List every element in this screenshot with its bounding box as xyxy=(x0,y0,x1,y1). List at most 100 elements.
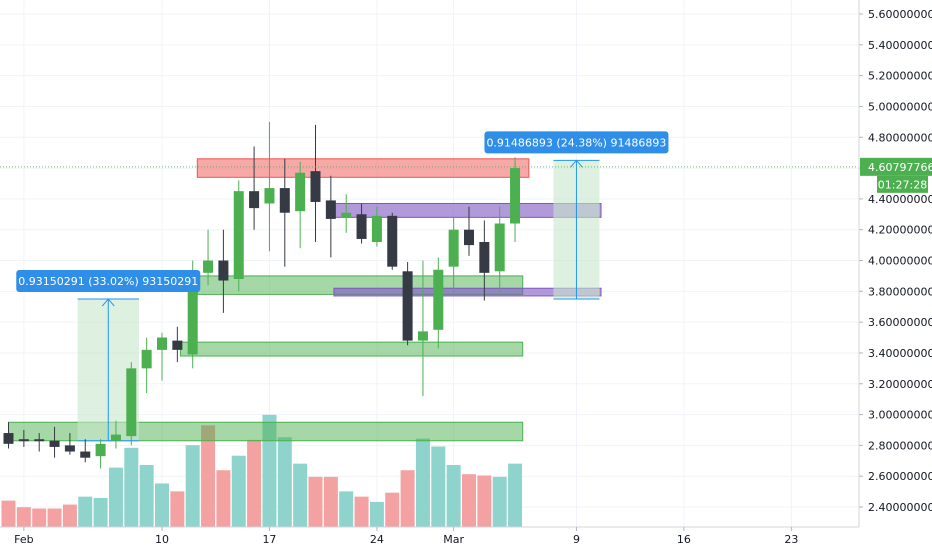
volume-bar xyxy=(185,445,200,527)
candle-body xyxy=(510,168,521,224)
volume-bar xyxy=(431,446,446,527)
candle-body xyxy=(64,445,75,452)
candle-body xyxy=(172,340,183,350)
measure-1-arrow-head xyxy=(101,298,115,307)
candle-body xyxy=(187,272,198,355)
volume-bar xyxy=(492,476,507,527)
price-tick-label: 4.00000000 xyxy=(868,255,932,268)
candle-body xyxy=(310,171,321,202)
candle-body xyxy=(279,188,290,213)
current-price-label-bg xyxy=(860,157,932,176)
volume-bar xyxy=(339,491,354,527)
countdown-label: 01:27:28 xyxy=(878,178,927,191)
price-tick-label: 5.00000000 xyxy=(868,100,932,113)
volume-bar xyxy=(277,437,292,527)
candle-body xyxy=(110,434,121,441)
candle-body xyxy=(95,443,106,457)
green-zone-lower xyxy=(179,341,524,357)
time-tick-label: Feb xyxy=(14,533,33,546)
price-tick-label: 3.40000000 xyxy=(868,347,932,360)
volume-bar xyxy=(477,475,492,527)
time-tick-label: Mar xyxy=(443,533,464,546)
volume-bar xyxy=(385,492,400,527)
candle-body xyxy=(203,260,214,273)
candle-body xyxy=(141,349,152,369)
resistance-zone xyxy=(196,158,530,178)
candle-body xyxy=(157,337,167,350)
volume-bar xyxy=(231,455,246,527)
candle-body xyxy=(233,191,244,279)
candle-body xyxy=(126,368,137,437)
volume-bar xyxy=(462,474,476,527)
price-tick-label: 4.20000000 xyxy=(868,224,932,237)
volume-bar xyxy=(139,464,154,527)
candle-body xyxy=(34,439,45,442)
candle-body xyxy=(387,215,398,267)
price-tick-label: 2.60000000 xyxy=(868,470,932,483)
volume-bar xyxy=(446,464,461,527)
price-tick-label: 4.80000000 xyxy=(868,131,932,144)
candle-body xyxy=(417,331,428,341)
volume-bar xyxy=(16,507,31,527)
candle-body xyxy=(295,172,306,212)
time-tick-label: 17 xyxy=(262,533,276,546)
purple-zone-lower xyxy=(333,287,602,297)
volume-bar xyxy=(400,470,415,527)
price-tick-label: 2.40000000 xyxy=(868,501,932,514)
volume-bar xyxy=(32,508,47,527)
price-tick-label: 3.00000000 xyxy=(868,409,932,422)
measure-2-label-bg xyxy=(484,131,669,154)
volume-bar xyxy=(354,496,369,527)
volume-bar xyxy=(247,439,262,527)
volume-bar xyxy=(323,476,338,527)
price-tick-label: 3.20000000 xyxy=(868,378,932,391)
candle-body xyxy=(341,212,352,218)
time-tick-label: 23 xyxy=(784,533,798,546)
volume-bar xyxy=(78,496,93,527)
measure-2-label: 0.91486893 (24.38%) 91486893 xyxy=(486,136,666,149)
time-tick-label: 24 xyxy=(370,533,384,546)
candle-body xyxy=(448,229,459,267)
volume-bar xyxy=(369,501,384,527)
candle-layer xyxy=(3,121,521,469)
measure-1-label-bg xyxy=(16,270,201,293)
volume-bar xyxy=(155,483,169,527)
price-tick-label: 3.60000000 xyxy=(868,316,932,329)
price-tick-label: 5.60000000 xyxy=(868,8,932,21)
time-tick-label: 10 xyxy=(155,533,169,546)
candle-body xyxy=(18,439,29,442)
price-tick-label: 4.40000000 xyxy=(868,193,932,206)
candle-body xyxy=(479,242,490,273)
countdown-label-bg xyxy=(877,175,928,193)
volume-bar xyxy=(262,414,277,527)
volume-bar xyxy=(216,470,231,527)
volume-bar xyxy=(415,438,430,527)
volume-bar xyxy=(508,463,523,527)
volume-bar xyxy=(201,425,216,527)
candle-body xyxy=(356,214,367,239)
candle-body xyxy=(49,440,60,447)
volume-layer xyxy=(1,414,523,527)
price-tick-label: 5.20000000 xyxy=(868,70,932,83)
volume-bar xyxy=(1,500,16,527)
current-price-label: 4.60797766 xyxy=(868,161,932,174)
candle-body xyxy=(371,215,382,243)
measure-2-arrow-head xyxy=(570,159,583,168)
candle-body xyxy=(249,191,260,209)
volume-bar xyxy=(62,504,77,527)
time-tick-label: 16 xyxy=(677,533,691,546)
time-tick-label: 9 xyxy=(573,533,580,546)
volume-bar xyxy=(47,508,62,527)
volume-bar xyxy=(293,463,308,527)
candle-body xyxy=(494,223,505,272)
overlay-layer: 0.93150291 (33.02%) 93150291 0.91486893 (… xyxy=(0,131,858,293)
candle-body xyxy=(433,269,444,330)
measure-1-label: 0.93150291 (33.02%) 93150291 xyxy=(18,275,198,288)
volume-bar xyxy=(308,476,323,527)
price-tick-label: 2.80000000 xyxy=(868,439,932,452)
candle-body xyxy=(402,271,413,341)
volume-bar xyxy=(93,497,108,527)
